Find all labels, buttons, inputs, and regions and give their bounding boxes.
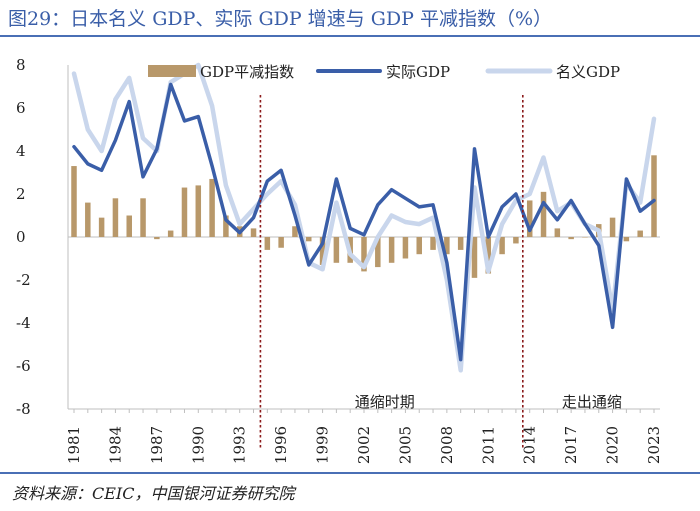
deflator-bar-2012: [499, 237, 505, 255]
y-tick-label: -6: [16, 357, 31, 375]
deflator-bar-2022: [637, 230, 643, 237]
deflator-bar-2005: [402, 237, 409, 259]
deflator-bar-1983: [98, 217, 105, 237]
x-tick-label: 1999: [314, 426, 332, 464]
deflator-bar-1982: [85, 202, 91, 237]
deflator-bar-2016: [554, 228, 561, 237]
deflator-bar-1988: [167, 230, 174, 237]
deflator-bar-1985: [126, 215, 132, 237]
gdp-lines: [71, 62, 657, 373]
x-tick-label: 1984: [106, 426, 124, 464]
deflator-bar-1987: [154, 237, 160, 240]
deflator-bar-2011: [485, 237, 492, 274]
deflator-bar-2013: [513, 237, 519, 244]
y-tick-label: 4: [16, 142, 26, 160]
legend: GDP平减指数 实际GDP 名义GDP: [148, 63, 620, 81]
x-tick-label: 2011: [479, 426, 497, 464]
period-label-2: 走出通缩: [562, 393, 622, 411]
legend-label-nominal: 名义GDP: [556, 63, 620, 81]
deflator-bar-1994: [250, 228, 257, 237]
deflator-bar-1996: [278, 237, 284, 248]
title-rule: [0, 35, 700, 37]
deflator-bar-1998: [306, 237, 312, 242]
y-tick-label: 6: [16, 99, 26, 117]
x-tick-label: 1996: [272, 426, 290, 464]
deflator-bar-2020: [609, 217, 616, 237]
axes: -8 -6 -4 -2 0 2 4 6 8 1981 1984 1987 1990 1993 1996 199…: [16, 56, 663, 464]
source-note: 资料来源：CEIC，中国银河证券研究院: [12, 484, 295, 503]
x-tick-label: 2023: [645, 426, 663, 464]
deflator-bar-2015: [540, 191, 547, 237]
deflator-bar-2010: [471, 237, 478, 278]
deflator-bar-2008: [444, 237, 450, 255]
deflator-bar-2023: [651, 155, 657, 237]
deflator-bar-1984: [112, 198, 119, 237]
deflator-bar-1990: [195, 185, 202, 237]
y-tick-label: -4: [16, 314, 31, 332]
x-tick-label: 1981: [65, 426, 83, 464]
deflator-bar-2021: [623, 237, 630, 242]
real-gdp-line: [72, 82, 656, 362]
deflator-bar-2002: [361, 237, 367, 272]
x-tick-label: 1987: [148, 426, 166, 464]
nominal-gdp-line: [71, 62, 657, 373]
deflator-bar-1986: [140, 198, 146, 237]
x-tick-label: 2017: [562, 426, 580, 464]
deflator-bar-1989: [181, 187, 188, 237]
deflator-bars: [71, 155, 657, 278]
x-tick-label: 2005: [396, 426, 414, 464]
deflator-bar-2017: [568, 237, 574, 240]
deflator-bar-2003: [375, 237, 381, 268]
page-title: 图29：日本名义 GDP、实际 GDP 增速与 GDP 平减指数（%）: [8, 8, 553, 30]
deflator-bar-2000: [333, 237, 340, 263]
deflator-bar-1991: [209, 178, 215, 237]
x-tick-label: 2014: [521, 426, 539, 464]
deflator-bar-1981: [71, 166, 77, 237]
deflator-bar-2009: [457, 237, 464, 250]
x-tick-label: 2002: [355, 426, 373, 464]
x-tick-label: 1993: [231, 426, 249, 464]
deflator-bar-1997: [292, 226, 298, 237]
source-rule: [0, 472, 700, 474]
x-tick-label: 2008: [438, 426, 456, 464]
deflator-bar-2007: [430, 237, 436, 250]
period-label-1: 通缩时期: [355, 393, 415, 411]
y-tick-label: -2: [16, 271, 31, 289]
y-tick-label: -8: [16, 400, 31, 418]
deflator-bar-2006: [416, 237, 422, 255]
legend-swatch-deflator: [148, 65, 196, 77]
y-tick-label: 8: [16, 56, 26, 74]
deflator-bar-2018: [582, 237, 588, 238]
y-tick-label: 2: [16, 185, 26, 203]
legend-label-deflator: GDP平减指数: [200, 63, 294, 81]
x-tick-label: 2020: [604, 426, 622, 464]
chart: -8 -6 -4 -2 0 2 4 6 8 1981 1984 1987 1990 1993 1996 199…: [16, 56, 663, 464]
deflator-bar-2004: [388, 237, 395, 263]
y-tick-label: 0: [16, 228, 26, 246]
deflator-bar-1995: [264, 237, 271, 250]
deflator-bar-2014: [526, 200, 533, 237]
deflator-bar-1992: [223, 215, 229, 237]
x-tick-label: 1990: [189, 426, 207, 464]
deflator-bar-1999: [319, 237, 326, 265]
annotations: 通缩时期 走出通缩: [355, 393, 622, 411]
legend-label-real: 实际GDP: [386, 63, 450, 81]
